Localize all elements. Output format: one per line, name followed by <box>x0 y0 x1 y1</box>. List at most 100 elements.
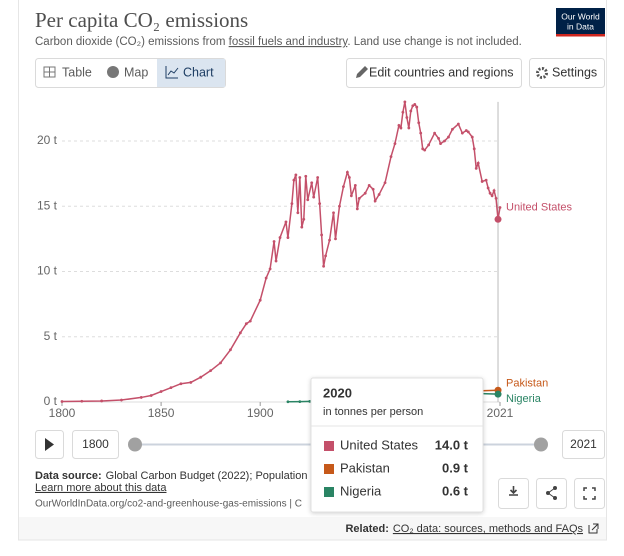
point <box>371 187 375 191</box>
point <box>149 394 153 397</box>
point <box>189 381 193 384</box>
point <box>304 174 308 178</box>
point <box>100 399 104 403</box>
point <box>393 142 397 146</box>
point <box>492 189 496 192</box>
point <box>278 236 282 239</box>
tooltip-value: 0.9 t <box>442 460 469 475</box>
subtitle-link[interactable]: fossil fuels and industry <box>229 36 349 48</box>
point <box>443 139 446 143</box>
learn-more[interactable]: Learn more about this data <box>35 482 167 494</box>
tooltip-unit: in tonnes per person <box>323 406 423 418</box>
point <box>470 135 474 139</box>
source: Data source: Global Carbon Budget (2022);… <box>35 470 307 482</box>
point <box>272 240 276 243</box>
point <box>383 181 387 185</box>
point <box>411 104 415 108</box>
point <box>484 178 488 182</box>
end-box[interactable] <box>562 430 605 459</box>
point <box>460 131 464 135</box>
point <box>397 123 401 127</box>
point <box>332 211 335 215</box>
point <box>403 100 407 104</box>
point <box>286 236 290 239</box>
y-tick-label: 10 t <box>37 264 58 278</box>
edit-button-label[interactable]: Edit countries and regions <box>369 65 514 79</box>
point <box>413 103 417 106</box>
point <box>447 135 450 139</box>
download-icon <box>509 486 518 496</box>
point <box>316 176 320 179</box>
point <box>490 194 494 198</box>
point <box>159 390 163 393</box>
point <box>466 130 470 134</box>
point <box>377 193 381 196</box>
slider-handle[interactable] <box>534 437 548 452</box>
timeline: 1800 2021 <box>35 430 605 459</box>
start-year: 1800 <box>82 437 109 451</box>
url[interactable]: OurWorldInData.org/co2-and-greenhouse-ga… <box>35 499 302 510</box>
point <box>345 170 349 174</box>
point <box>407 126 411 130</box>
hover-point <box>494 390 502 398</box>
related-label: Related: <box>345 523 388 535</box>
tooltip-name: Nigeria <box>340 483 382 498</box>
tooltip-swatch <box>324 487 334 497</box>
y-tick-label: 15 t <box>37 198 58 212</box>
point <box>199 375 203 379</box>
related-link[interactable]: CO₂ data: sources, methods and FAQs <box>393 523 584 535</box>
point <box>238 331 242 335</box>
settings-button[interactable] <box>529 58 605 88</box>
point <box>373 199 377 203</box>
tab-active[interactable] <box>157 59 225 87</box>
related-bar <box>19 517 606 540</box>
tooltip-name: United States <box>340 437 419 452</box>
point <box>292 178 296 182</box>
point <box>248 319 252 323</box>
series-label: United States <box>506 201 573 213</box>
tab[interactable]: Map <box>124 65 148 79</box>
point <box>320 233 324 237</box>
point <box>310 181 314 185</box>
point <box>389 155 393 159</box>
point <box>472 147 476 151</box>
slider-handle[interactable] <box>128 437 142 452</box>
point <box>298 400 302 404</box>
map-icon <box>107 66 119 78</box>
tooltip-value: 0.6 t <box>442 483 469 498</box>
point <box>258 298 262 302</box>
point <box>423 148 427 152</box>
point <box>476 161 480 165</box>
subtitle-text: . Land use change is not included. <box>347 36 522 48</box>
settings-button-label[interactable]: Settings <box>552 65 597 79</box>
share-button[interactable] <box>536 478 567 509</box>
logo[interactable]: Our World in Data <box>556 8 605 37</box>
tab[interactable]: Table <box>62 65 92 79</box>
point <box>268 267 272 271</box>
point <box>286 400 290 404</box>
logo-bar <box>556 34 605 37</box>
point <box>342 185 345 189</box>
point <box>284 220 288 224</box>
gear-icon <box>536 67 548 79</box>
chart-icon <box>165 66 179 79</box>
end-year: 2021 <box>570 437 597 451</box>
point <box>318 202 322 206</box>
tab[interactable]: Chart <box>183 65 214 79</box>
x-tick-label: 1800 <box>49 406 76 420</box>
source-text: Global Carbon Budget (2022); Population <box>106 470 308 482</box>
point <box>363 191 367 195</box>
point <box>169 386 173 390</box>
play-icon <box>45 438 54 451</box>
tooltip-value: 14.0 t <box>435 437 469 452</box>
point <box>264 276 268 280</box>
start-box[interactable] <box>72 430 119 459</box>
point <box>308 399 312 403</box>
point <box>229 348 232 352</box>
point <box>347 176 351 179</box>
chart-title: Per capita CO₂ emissions <box>35 8 248 32</box>
y-tick-label: 20 t <box>37 133 58 147</box>
fullscreen-button[interactable] <box>574 478 605 509</box>
edit-button[interactable] <box>346 58 522 88</box>
